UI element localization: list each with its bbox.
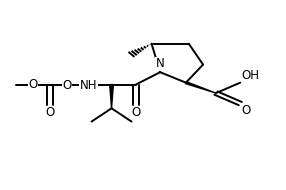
Text: OH: OH xyxy=(242,69,260,82)
Polygon shape xyxy=(110,85,113,108)
Text: O: O xyxy=(242,105,251,117)
Text: NH: NH xyxy=(80,79,98,92)
Polygon shape xyxy=(185,82,216,93)
Text: O: O xyxy=(63,79,72,92)
Text: O: O xyxy=(28,78,37,91)
Text: N: N xyxy=(156,57,164,70)
Text: O: O xyxy=(45,106,55,119)
Text: O: O xyxy=(131,106,140,119)
